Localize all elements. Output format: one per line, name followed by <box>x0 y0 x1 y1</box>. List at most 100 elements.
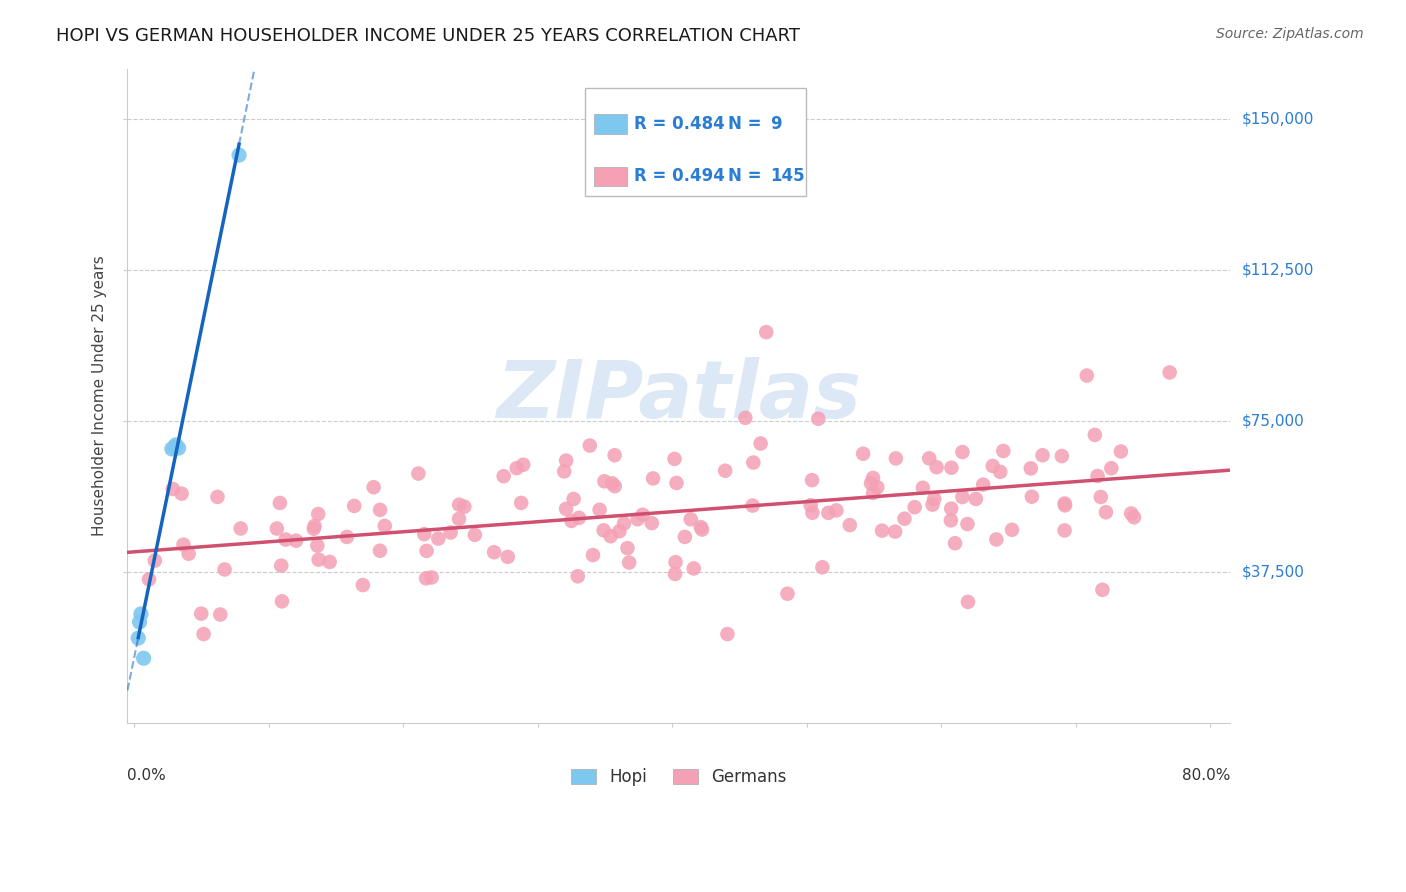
Point <box>641 516 664 530</box>
Point <box>811 560 834 574</box>
Point <box>588 502 610 516</box>
Point <box>943 536 966 550</box>
Point <box>617 556 640 570</box>
Point <box>631 508 654 522</box>
Point <box>440 525 463 540</box>
Point <box>679 512 702 526</box>
Point <box>510 496 533 510</box>
Point <box>427 532 450 546</box>
Point <box>1019 461 1042 475</box>
Point <box>285 533 308 548</box>
Point <box>1053 496 1076 510</box>
Point <box>776 587 799 601</box>
Point <box>860 476 883 491</box>
Point <box>884 451 907 466</box>
Point <box>1090 490 1112 504</box>
Point <box>988 465 1011 479</box>
Point <box>560 514 582 528</box>
Point <box>553 464 575 478</box>
Point <box>741 499 763 513</box>
Point <box>866 480 889 494</box>
Point <box>838 518 860 533</box>
Point <box>214 562 236 576</box>
Point <box>600 476 623 491</box>
Y-axis label: Householder Income Under 25 years: Householder Income Under 25 years <box>93 255 107 536</box>
Point <box>1053 499 1076 513</box>
Point <box>162 482 184 496</box>
Text: 9: 9 <box>770 115 782 133</box>
Text: N =: N = <box>728 115 762 133</box>
Point <box>555 453 578 467</box>
Point <box>911 481 934 495</box>
Point <box>172 538 194 552</box>
Point <box>925 460 948 475</box>
Point <box>160 442 183 456</box>
Point <box>965 491 987 506</box>
Point <box>862 486 884 500</box>
Text: R = 0.484: R = 0.484 <box>634 115 724 133</box>
Point <box>190 607 212 621</box>
Point <box>716 627 738 641</box>
Point <box>952 445 974 459</box>
Point <box>801 506 824 520</box>
Point <box>269 496 291 510</box>
Point <box>129 607 152 621</box>
Point <box>165 438 187 452</box>
Point <box>1123 510 1146 524</box>
Point <box>1084 428 1107 442</box>
Point <box>1159 366 1181 380</box>
Point <box>582 548 605 562</box>
Point <box>555 501 578 516</box>
Point <box>336 530 359 544</box>
Point <box>817 506 839 520</box>
Point <box>972 477 994 491</box>
Point <box>167 441 190 455</box>
Point <box>922 491 945 506</box>
Point <box>918 451 941 466</box>
Point <box>993 444 1015 458</box>
Point <box>1050 449 1073 463</box>
Point <box>578 438 600 452</box>
Point <box>941 501 963 516</box>
Text: 145: 145 <box>770 168 806 186</box>
Point <box>1109 444 1132 458</box>
Point <box>567 569 589 583</box>
Point <box>952 490 974 504</box>
Point <box>138 572 160 586</box>
Point <box>413 527 436 541</box>
Text: ZIPatlas: ZIPatlas <box>496 357 862 434</box>
Point <box>1091 582 1114 597</box>
Point <box>904 500 927 515</box>
Point <box>408 467 430 481</box>
Point <box>852 447 875 461</box>
Point <box>682 561 704 575</box>
Point <box>512 458 534 472</box>
Point <box>177 547 200 561</box>
Legend: Hopi, Germans: Hopi, Germans <box>565 762 793 793</box>
Point <box>266 522 288 536</box>
Point <box>308 552 330 566</box>
Point <box>1087 469 1109 483</box>
Point <box>363 480 385 494</box>
Point <box>368 503 391 517</box>
Point <box>193 627 215 641</box>
Point <box>568 511 591 525</box>
Point <box>304 519 326 533</box>
Point <box>492 469 515 483</box>
Point <box>807 411 830 425</box>
Point <box>143 553 166 567</box>
FancyBboxPatch shape <box>593 167 627 186</box>
Point <box>921 498 943 512</box>
Point <box>307 539 329 553</box>
Point <box>664 555 686 569</box>
Point <box>941 460 963 475</box>
Point <box>1053 524 1076 538</box>
Point <box>862 471 884 485</box>
Point <box>981 458 1004 473</box>
Point <box>1031 448 1053 462</box>
Point <box>482 545 505 559</box>
Point <box>893 511 915 525</box>
Point <box>593 475 616 489</box>
Point <box>742 456 765 470</box>
Point <box>271 594 294 608</box>
